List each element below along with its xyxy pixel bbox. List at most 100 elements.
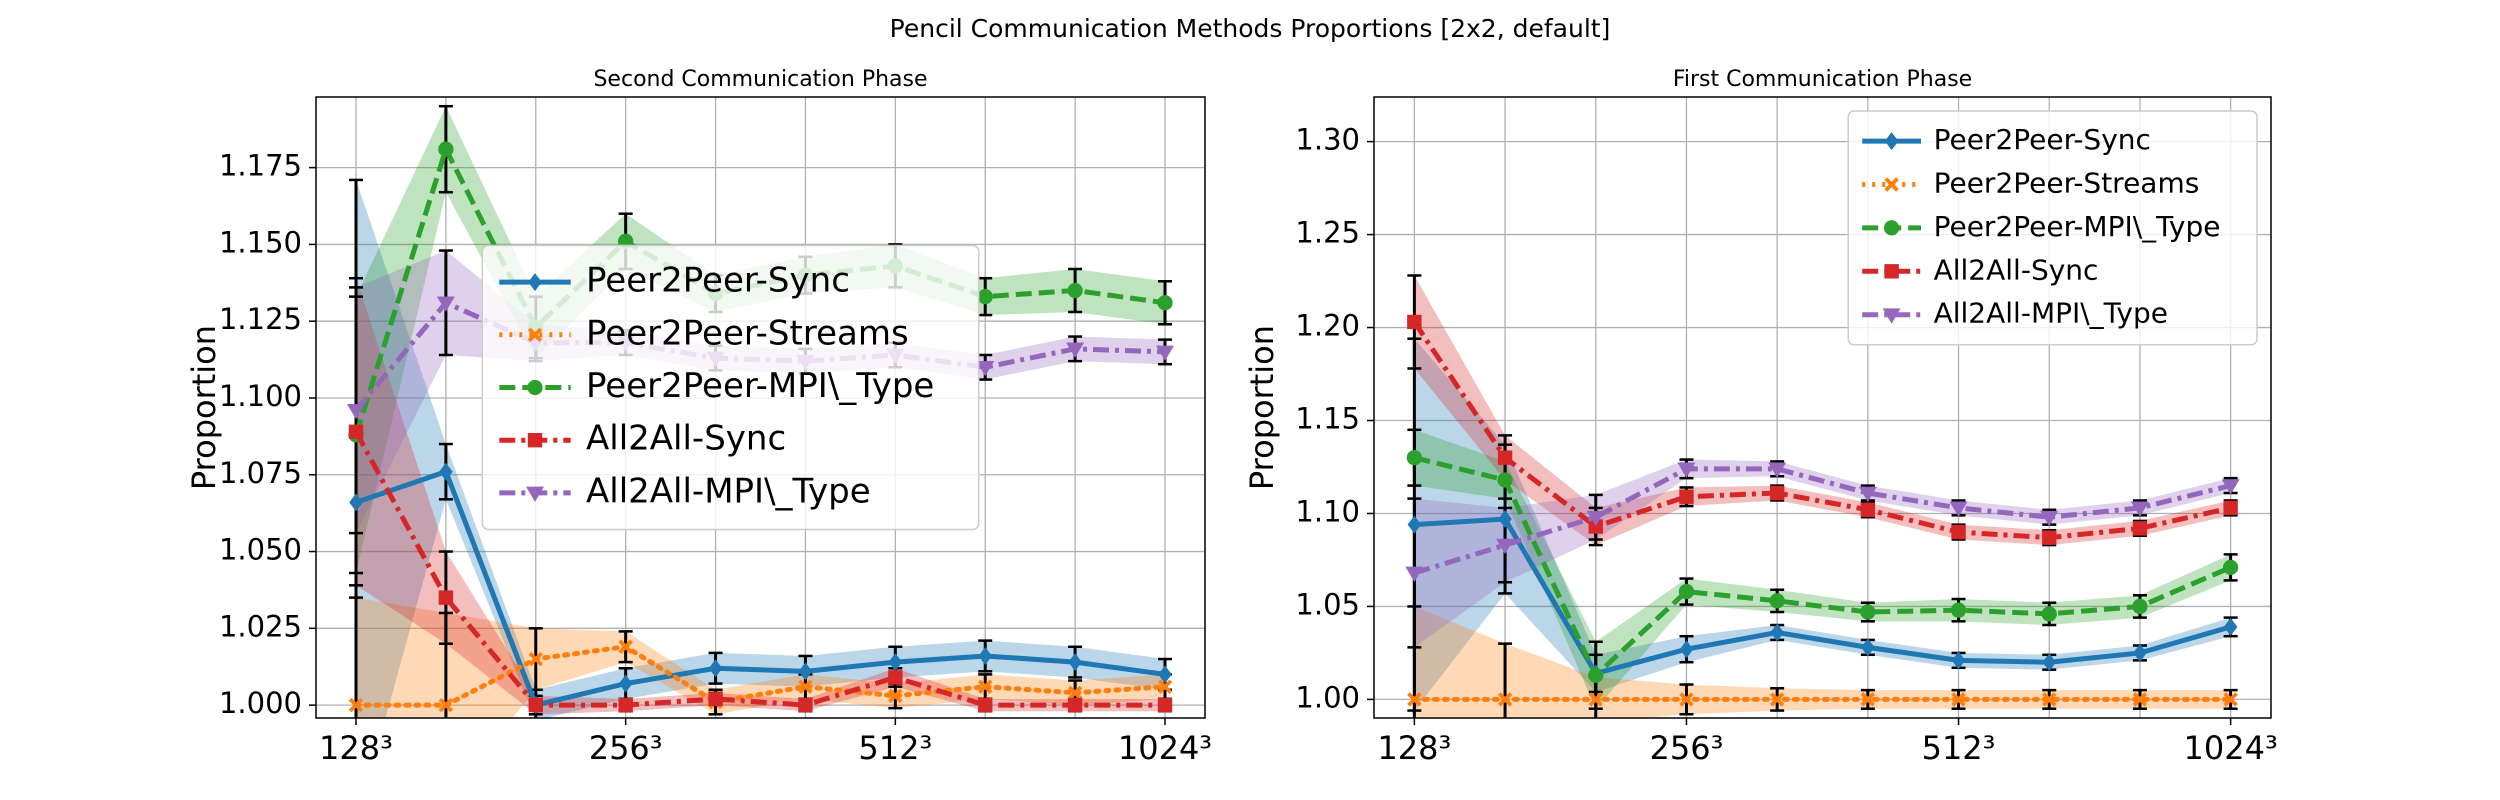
legend-marker	[1884, 132, 1899, 151]
marker	[2133, 643, 2147, 662]
marker	[798, 662, 813, 681]
y-tick-label: 1.20	[1295, 309, 1360, 343]
marker	[1951, 651, 1966, 670]
marker	[438, 697, 454, 713]
marker	[888, 653, 903, 672]
marker	[438, 141, 454, 157]
marker	[1769, 485, 1785, 501]
marker	[528, 697, 543, 713]
marker	[528, 651, 543, 667]
y-tick-label: 1.025	[219, 609, 302, 643]
legend-box	[1847, 110, 2258, 346]
legend-marker	[527, 379, 543, 396]
marker	[2040, 510, 2059, 527]
x-tick-label: 512³	[1922, 729, 1996, 767]
marker	[1678, 583, 1695, 600]
y-tick-label: 1.125	[219, 302, 302, 336]
marker	[1588, 519, 1603, 534]
marker	[1067, 697, 1083, 713]
series-line	[353, 644, 1168, 708]
y-axis-label: Proportion	[1243, 325, 1281, 490]
y-tick-label: 1.150	[219, 225, 302, 259]
error-band	[1414, 606, 2231, 718]
marker	[2132, 598, 2148, 615]
axes-title: Second Communication Phase	[593, 67, 927, 92]
marker	[618, 697, 633, 713]
y-tick-label: 1.075	[219, 456, 302, 490]
marker	[2042, 530, 2057, 545]
marker	[1407, 314, 1422, 330]
marker	[2041, 606, 2057, 622]
legend-label: All2All-Sync	[1934, 253, 2099, 286]
marker	[1586, 510, 1605, 527]
marker	[2223, 500, 2238, 516]
error-band	[1414, 338, 2231, 711]
marker	[618, 639, 633, 654]
marker	[1067, 282, 1083, 299]
marker	[1768, 462, 1787, 478]
marker	[1496, 538, 1515, 555]
marker	[1497, 692, 1513, 707]
marker	[1407, 692, 1422, 707]
y-tick-label: 1.050	[219, 533, 302, 567]
figure-title: Pencil Communication Methods Proportions…	[890, 14, 1611, 43]
marker	[2042, 692, 2057, 707]
x-tick-label: 128³	[1377, 729, 1451, 767]
marker	[1950, 602, 1967, 618]
marker	[798, 697, 813, 713]
y-tick-label: 1.175	[219, 149, 302, 183]
error-band	[356, 250, 1165, 534]
marker	[1498, 510, 1512, 529]
marker	[2132, 692, 2148, 707]
marker	[1860, 502, 1876, 517]
legend-label: Peer2Peer-MPI\_Type	[586, 366, 934, 406]
legend-label: Peer2Peer-MPI\_Type	[1934, 210, 2221, 243]
marker	[1769, 692, 1785, 707]
marker	[618, 674, 633, 693]
marker	[1157, 679, 1173, 694]
marker	[1407, 515, 1422, 534]
marker	[1949, 501, 1968, 517]
marker	[2223, 617, 2238, 636]
marker	[1679, 640, 1694, 659]
legend-box	[481, 244, 980, 531]
marker	[1588, 667, 1604, 683]
legend-label: Peer2Peer-Sync	[586, 261, 850, 301]
marker	[1951, 692, 1966, 707]
marker	[978, 697, 993, 713]
marker	[1588, 692, 1603, 707]
y-tick-label: 1.00	[1295, 680, 1360, 714]
marker	[798, 679, 813, 694]
marker	[1679, 692, 1694, 707]
marker	[978, 646, 992, 665]
marker	[438, 590, 454, 605]
legend-label: Peer2Peer-Streams	[586, 313, 909, 353]
legend-marker	[527, 433, 543, 448]
marker	[348, 697, 364, 713]
legend-label: All2All-MPI\_Type	[1934, 297, 2168, 330]
y-axis-label: Proportion	[185, 325, 223, 490]
legend-marker	[1884, 177, 1899, 192]
marker	[976, 360, 995, 377]
legend-marker	[528, 273, 542, 292]
legend-label: All2All-MPI\_Type	[586, 471, 871, 511]
marker	[347, 403, 366, 420]
marker	[708, 691, 723, 707]
legend-label: All2All-Sync	[586, 419, 786, 459]
marker	[1677, 462, 1696, 478]
series-line	[355, 468, 1166, 709]
marker	[1497, 472, 1513, 488]
marker	[977, 288, 993, 305]
y-tick-label: 1.100	[219, 379, 302, 413]
legend-marker	[527, 327, 543, 342]
y-tick-label: 1.05	[1295, 587, 1360, 621]
marker	[439, 462, 453, 481]
axes-frame	[1373, 96, 2272, 719]
x-tick-label: 256³	[1650, 729, 1724, 767]
y-tick-label: 1.25	[1295, 216, 1360, 250]
marker	[1067, 685, 1083, 701]
legend-marker	[526, 486, 544, 502]
marker	[1858, 486, 1877, 503]
marker	[436, 296, 455, 312]
